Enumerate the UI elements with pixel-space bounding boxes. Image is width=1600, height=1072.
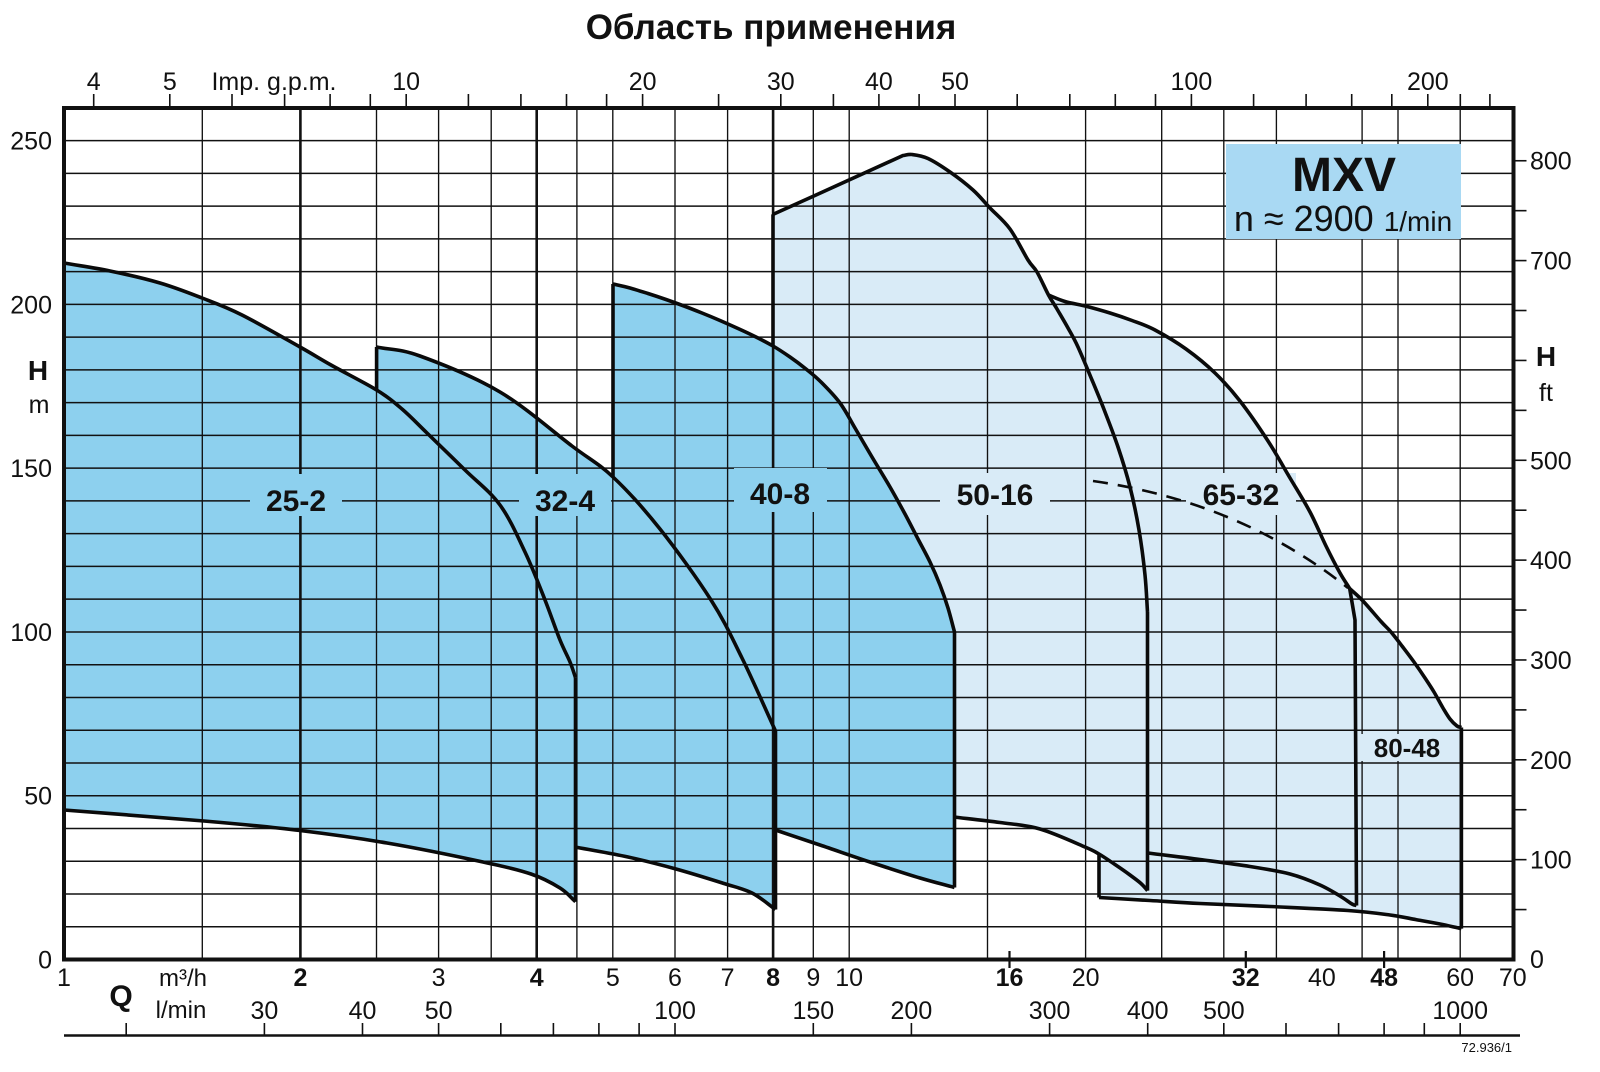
svg-text:50: 50 (941, 68, 969, 96)
svg-text:20: 20 (629, 68, 657, 96)
svg-text:100: 100 (1171, 68, 1213, 96)
svg-text:m: m (29, 391, 50, 419)
svg-text:700: 700 (1530, 248, 1572, 276)
svg-text:200: 200 (891, 997, 933, 1025)
svg-text:9: 9 (806, 964, 820, 992)
svg-text:m³/h: m³/h (159, 965, 207, 992)
svg-text:200: 200 (1407, 68, 1449, 96)
svg-text:100: 100 (10, 619, 52, 647)
svg-text:H: H (1536, 341, 1556, 372)
svg-text:32: 32 (1232, 964, 1260, 992)
svg-text:7: 7 (721, 964, 735, 992)
svg-text:MXV: MXV (1292, 149, 1396, 202)
svg-text:1000: 1000 (1432, 997, 1488, 1025)
svg-text:n ≈ 2900 1/min: n ≈ 2900 1/min (1234, 198, 1452, 239)
svg-text:200: 200 (1530, 747, 1572, 775)
svg-text:Область применения: Область применения (586, 8, 957, 47)
svg-text:65-32: 65-32 (1203, 479, 1280, 512)
svg-text:0: 0 (1530, 946, 1544, 974)
svg-text:6: 6 (668, 964, 682, 992)
svg-text:50-16: 50-16 (957, 479, 1034, 512)
svg-text:2: 2 (293, 964, 307, 992)
svg-text:250: 250 (10, 128, 52, 156)
svg-text:500: 500 (1530, 447, 1572, 475)
svg-text:300: 300 (1029, 997, 1071, 1025)
svg-text:50: 50 (24, 783, 52, 811)
svg-text:8: 8 (766, 964, 780, 992)
svg-text:1: 1 (57, 964, 71, 992)
svg-text:30: 30 (767, 68, 795, 96)
svg-text:400: 400 (1127, 997, 1169, 1025)
svg-text:40: 40 (349, 997, 377, 1025)
svg-text:25-2: 25-2 (266, 485, 326, 518)
svg-text:60: 60 (1446, 964, 1474, 992)
svg-text:40: 40 (865, 68, 893, 96)
svg-text:40: 40 (1308, 964, 1336, 992)
svg-text:40-8: 40-8 (750, 478, 810, 511)
svg-text:500: 500 (1203, 997, 1245, 1025)
svg-text:400: 400 (1530, 547, 1572, 575)
svg-text:4: 4 (87, 68, 101, 96)
svg-text:20: 20 (1072, 964, 1100, 992)
svg-text:32-4: 32-4 (535, 485, 595, 518)
svg-text:0: 0 (38, 947, 52, 975)
svg-text:100: 100 (1530, 847, 1572, 875)
svg-text:16: 16 (996, 964, 1024, 992)
svg-text:Q: Q (109, 980, 132, 1013)
svg-text:300: 300 (1530, 647, 1572, 675)
svg-text:80-48: 80-48 (1374, 733, 1441, 763)
svg-text:30: 30 (250, 997, 278, 1025)
svg-text:4: 4 (530, 964, 544, 992)
svg-text:H: H (28, 355, 48, 386)
svg-text:5: 5 (606, 964, 620, 992)
svg-text:48: 48 (1370, 964, 1398, 992)
svg-text:200: 200 (10, 291, 52, 319)
svg-text:10: 10 (835, 964, 863, 992)
svg-text:5: 5 (163, 68, 177, 96)
svg-text:150: 150 (792, 997, 834, 1025)
svg-text:800: 800 (1530, 148, 1572, 176)
svg-text:3: 3 (432, 964, 446, 992)
svg-text:ft: ft (1539, 379, 1553, 407)
svg-text:l/min: l/min (156, 997, 207, 1024)
svg-text:50: 50 (425, 997, 453, 1025)
svg-text:150: 150 (10, 455, 52, 483)
svg-text:72.936/1: 72.936/1 (1461, 1040, 1512, 1055)
svg-text:10: 10 (392, 68, 420, 96)
svg-text:70: 70 (1499, 964, 1527, 992)
svg-text:Imp. g.p.m.: Imp. g.p.m. (211, 68, 336, 96)
svg-text:100: 100 (654, 997, 696, 1025)
